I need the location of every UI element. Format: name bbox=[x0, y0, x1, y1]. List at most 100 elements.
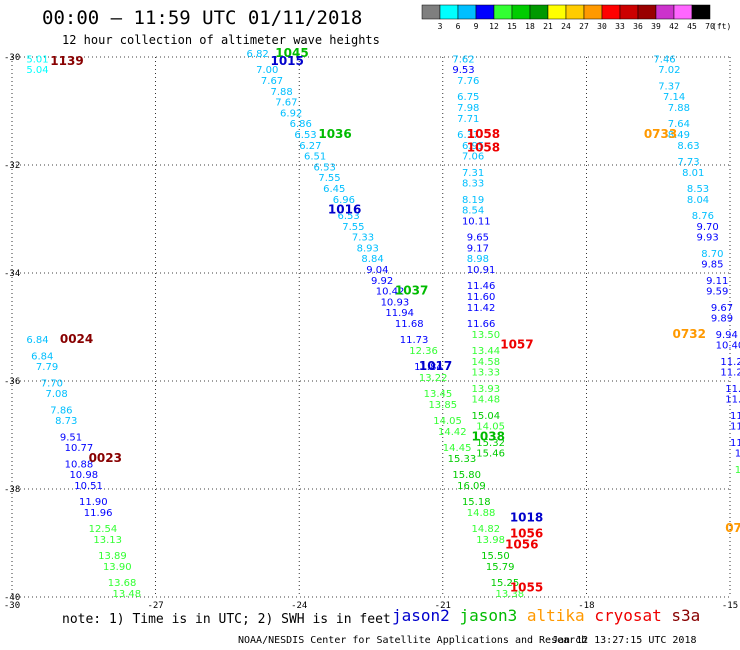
time-label: 1016 bbox=[328, 203, 361, 217]
wave-height-value: 13.68 bbox=[108, 578, 137, 589]
colorbar-label: 9 bbox=[474, 22, 479, 31]
wave-height-value: 10.11 bbox=[462, 216, 491, 227]
wave-height-value: 11.96 bbox=[84, 508, 113, 519]
wave-height-value: 15.33 bbox=[448, 454, 477, 465]
colorbar-label: 15 bbox=[507, 22, 517, 31]
time-label: 1045 bbox=[275, 46, 308, 60]
wave-height-value: 11.42 bbox=[467, 303, 496, 314]
wave-height-value: 7.98 bbox=[457, 103, 479, 114]
wave-height-value: 7.62 bbox=[452, 54, 474, 65]
wave-height-value: 13.50 bbox=[472, 330, 501, 341]
footer-note: note: 1) Time is in UTC; 2) SWH is in fe… bbox=[62, 612, 391, 627]
wave-height-value: 9.53 bbox=[452, 65, 474, 76]
time-label: 1139 bbox=[50, 54, 83, 68]
wave-height-value: 6.53 bbox=[337, 211, 359, 222]
time-label: 1057 bbox=[500, 338, 533, 352]
legend-cryosat: cryosat bbox=[594, 606, 662, 625]
wave-height-value: 7.67 bbox=[275, 98, 297, 109]
wave-height-value: 9.89 bbox=[711, 314, 733, 325]
time-label: 07 bbox=[725, 521, 740, 535]
wave-height-value: 9.70 bbox=[696, 222, 718, 233]
wave-height-value: 7.33 bbox=[352, 233, 374, 244]
wave-height-value: 10.77 bbox=[65, 443, 94, 454]
time-label: 0023 bbox=[89, 451, 122, 465]
wave-height-value: 9.11 bbox=[706, 276, 728, 287]
wave-height-value: 11.94 bbox=[385, 308, 414, 319]
wave-height-value: 8.53 bbox=[687, 184, 709, 195]
time-label: 1055 bbox=[510, 581, 543, 595]
y-tick-label: -30 bbox=[4, 53, 20, 63]
wave-height-value: 12.54 bbox=[89, 524, 118, 535]
wave-height-value: 8.70 bbox=[701, 249, 723, 260]
wave-height-value: 6.84 bbox=[26, 335, 48, 346]
wave-height-value: 9.67 bbox=[711, 303, 733, 314]
wave-height-value: 8.76 bbox=[692, 211, 714, 222]
wave-height-value: 11.69 bbox=[730, 438, 740, 449]
wave-height-value: 14.05 bbox=[433, 416, 462, 427]
colorbar-label: 33 bbox=[615, 22, 625, 31]
colorbar-label: 6 bbox=[456, 22, 461, 31]
wave-height-value: 15.25 bbox=[491, 578, 520, 589]
time-label: 1018 bbox=[510, 510, 543, 524]
wave-height-value: 15.18 bbox=[462, 497, 491, 508]
wave-height-value: 11.84 bbox=[414, 362, 443, 373]
wave-height-value: 11.73 bbox=[400, 335, 429, 346]
colorbar-swatch bbox=[493, 4, 513, 20]
wave-height-value: 9.93 bbox=[696, 233, 718, 244]
wave-height-value: 13.90 bbox=[103, 562, 132, 573]
wave-height-value: 7.06 bbox=[462, 152, 484, 163]
wave-height-value: 9.65 bbox=[467, 233, 489, 244]
time-label: 1017 bbox=[419, 359, 452, 373]
colorbar-label: 24 bbox=[561, 22, 571, 31]
wave-height-value: 7.86 bbox=[50, 405, 72, 416]
legend-altika: altika bbox=[526, 606, 585, 625]
wave-height-value: 7.88 bbox=[270, 87, 292, 98]
wave-height-value: 12.36 bbox=[409, 346, 438, 357]
colorbar-swatch bbox=[619, 4, 639, 20]
wave-height-value: 13.44 bbox=[472, 346, 501, 357]
wave-height-value: 9.85 bbox=[701, 260, 723, 271]
colorbar-swatch bbox=[655, 4, 675, 20]
wave-height-value: 6.95 bbox=[462, 141, 484, 152]
wave-height-value: 9.04 bbox=[366, 265, 388, 276]
wave-height-value: 6.53 bbox=[294, 130, 316, 141]
wave-height-value: 6.45 bbox=[323, 184, 345, 195]
chart-title: 00:00 – 11:59 UTC 01/11/2018 bbox=[42, 7, 363, 29]
colorbar-label: 42 bbox=[669, 22, 679, 31]
wave-height-value: 6.53 bbox=[314, 162, 336, 173]
colorbar-label: 21 bbox=[543, 22, 553, 31]
x-tick-label: -15 bbox=[722, 601, 738, 611]
wave-height-value: 7.55 bbox=[318, 173, 340, 184]
wave-height-value: 13.85 bbox=[428, 400, 457, 411]
wave-height-value: 13.13 bbox=[93, 535, 122, 546]
legend-jason2: jason2 bbox=[392, 606, 450, 625]
wave-height-value: 13.33 bbox=[472, 368, 501, 379]
wave-height-value: 7.67 bbox=[261, 76, 283, 87]
wave-height-value: 8.93 bbox=[357, 243, 379, 254]
time-label: 1038 bbox=[472, 429, 505, 443]
wave-height-value: 11.46 bbox=[725, 395, 740, 406]
colorbar-swatch bbox=[511, 4, 531, 20]
y-tick-label: -40 bbox=[4, 593, 20, 603]
x-tick-label: -24 bbox=[291, 601, 307, 611]
wave-height-value: 13.22 bbox=[419, 373, 448, 384]
colorbar-swatch bbox=[457, 4, 477, 20]
wave-height-value: 8.73 bbox=[55, 416, 77, 427]
wave-height-value: 11.93 bbox=[730, 411, 740, 422]
wave-height-value: 9.51 bbox=[60, 432, 82, 443]
wave-height-value: 5.01 bbox=[26, 54, 48, 65]
wave-height-value: 9.94 bbox=[716, 330, 738, 341]
wave-height-value: 8.49 bbox=[668, 130, 690, 141]
wave-height-value: 11.68 bbox=[395, 319, 424, 330]
wave-height-value: 7.46 bbox=[653, 54, 675, 65]
y-tick-label: -32 bbox=[4, 161, 20, 171]
wave-height-value: 15.79 bbox=[486, 562, 515, 573]
wave-height-value: 12.37 bbox=[735, 465, 740, 476]
wave-height-value: 15.80 bbox=[452, 470, 481, 481]
wave-height-value: 6.82 bbox=[247, 49, 269, 60]
wave-height-value: 8.84 bbox=[361, 254, 383, 265]
wave-height-value: 13.93 bbox=[472, 384, 501, 395]
wave-height-value: 11.60 bbox=[467, 292, 496, 303]
satellite-legend: jason2 jason3 altika cryosat s3a bbox=[392, 606, 700, 625]
